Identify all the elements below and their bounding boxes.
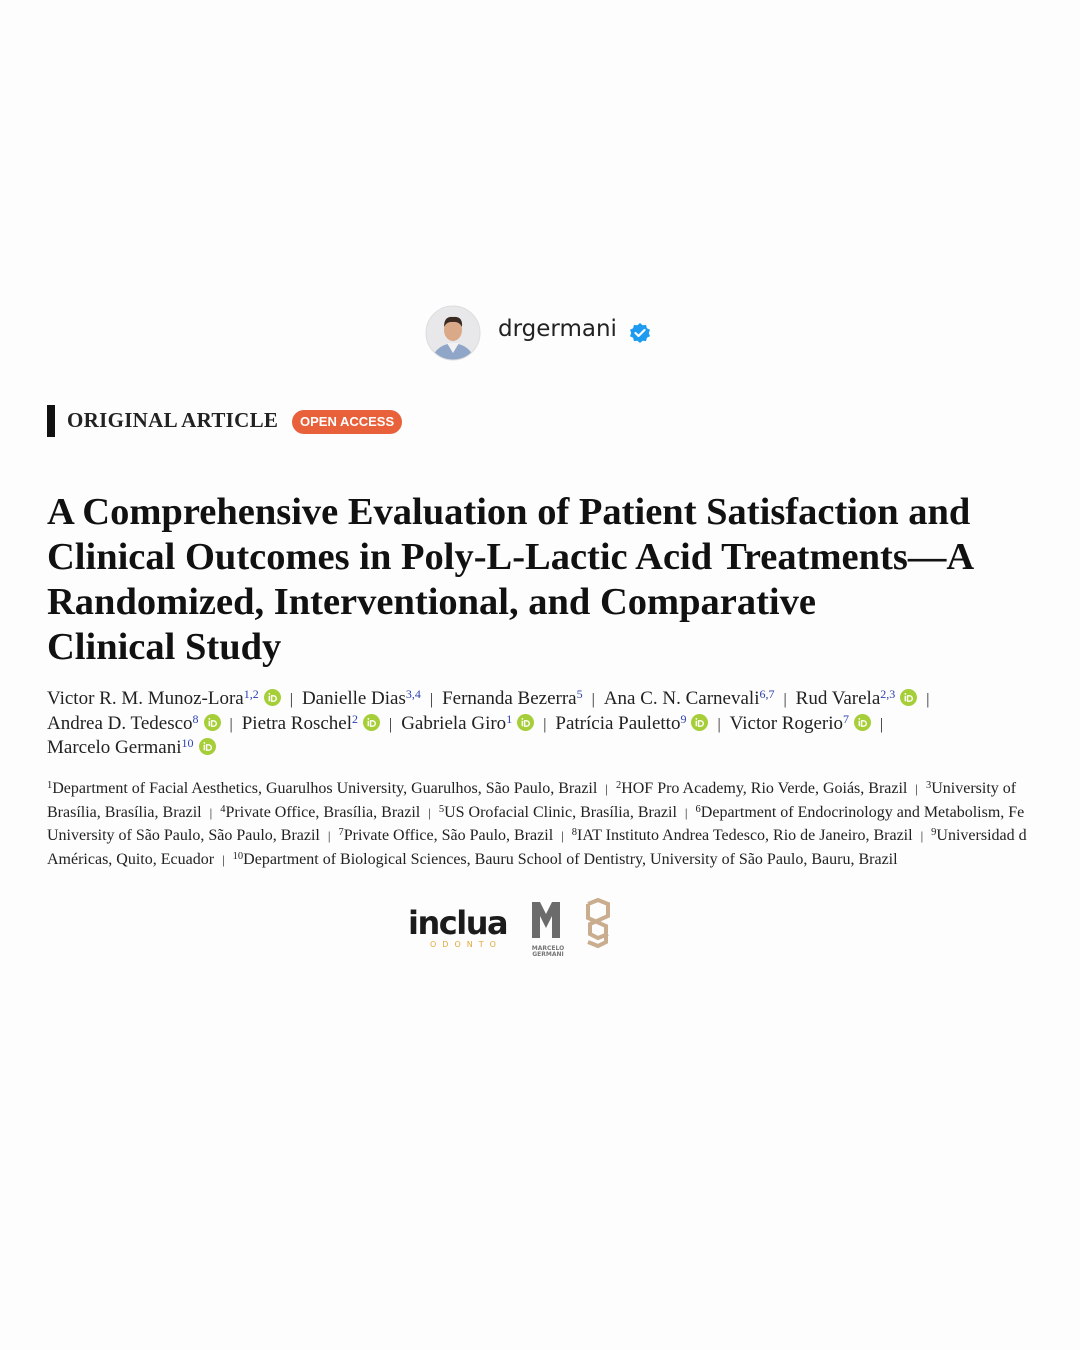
affiliation-line: 1Department of Facial Aesthetics, Guarul… xyxy=(47,777,1080,801)
author-name: Ana C. N. Carnevali xyxy=(603,688,760,709)
orcid-icon[interactable] xyxy=(900,689,918,706)
author-affiliation-ref: 1 xyxy=(506,711,513,726)
separator: | xyxy=(717,715,721,733)
affiliation-number: 8 xyxy=(571,827,578,838)
author-name: Gabriela Giro xyxy=(401,712,507,734)
affiliation-line: Américas, Quito, Ecuador | 10Department of… xyxy=(47,848,1080,872)
author-name: Danielle Dias xyxy=(301,688,406,709)
separator: | xyxy=(783,691,787,708)
title-line: Clinical Outcomes in Poly-L-Lactic Acid … xyxy=(47,536,975,578)
author-name: Victor Rogerio xyxy=(729,712,844,734)
orcid-icon[interactable] xyxy=(854,713,872,731)
separator: | xyxy=(915,781,918,796)
affiliation-text: Brasília, Brasília, Brazil xyxy=(47,803,202,821)
affiliation-number: 10 xyxy=(232,850,244,862)
separator: | xyxy=(684,804,688,820)
separator: | xyxy=(209,804,213,820)
author-affiliation-ref: 1,2 xyxy=(243,687,259,701)
affiliation-list: 1Department of Facial Aesthetics, Guarul… xyxy=(47,777,1080,871)
orcid-icon[interactable] xyxy=(263,689,281,706)
separator: | xyxy=(428,804,431,820)
title-line: Randomized, Interventional, and Comparat… xyxy=(47,581,816,623)
separator: | xyxy=(591,691,595,708)
affiliation-text: Private Office, Brasília, Brazil xyxy=(225,803,421,821)
affiliation-text: HOF Pro Academy, Rio Verde, Goiás, Brazi… xyxy=(621,780,908,797)
author-affiliation-ref: 7 xyxy=(843,711,850,726)
separator: | xyxy=(920,828,924,843)
affiliation-number: 3 xyxy=(925,780,932,791)
orcid-icon[interactable] xyxy=(363,713,380,731)
affiliation-number: 7 xyxy=(338,827,344,838)
article-title: A Comprehensive Evaluation of Patient Sa… xyxy=(47,490,1067,670)
affiliation-text: Private Office, São Paulo, Brazil xyxy=(343,827,554,844)
title-line: Clinical Study xyxy=(47,626,282,668)
partner-logo-marks xyxy=(532,898,610,949)
separator: | xyxy=(543,715,547,733)
author-affiliation-ref: 9 xyxy=(680,711,687,726)
author-name: Fernanda Bezerra xyxy=(442,688,577,709)
affiliation-number: 2 xyxy=(615,780,622,791)
affiliation-number: 9 xyxy=(931,827,937,838)
username[interactable]: drgermani xyxy=(498,316,617,342)
affiliation-number: 6 xyxy=(695,803,701,815)
affiliation-number: 1 xyxy=(47,780,53,791)
orcid-icon[interactable] xyxy=(203,713,221,731)
author-affiliation-ref: 2,3 xyxy=(880,687,896,701)
affiliation-text: Universidad d xyxy=(936,827,1027,844)
separator: | xyxy=(229,715,233,733)
affiliations-viewport: 1Department of Facial Aesthetics, Guarul… xyxy=(47,777,1080,871)
affiliation-text: Américas, Quito, Ecuador xyxy=(47,850,215,868)
affiliation-text: University of São Paulo, São Paulo, Braz… xyxy=(47,827,320,844)
affiliation-number: 5 xyxy=(438,803,445,815)
author-affiliation-ref: 10 xyxy=(181,736,194,750)
separator: | xyxy=(561,828,564,843)
separator: | xyxy=(880,715,884,733)
separator: | xyxy=(389,715,393,733)
author-name: Andrea D. Tedesco xyxy=(47,712,193,734)
affiliation-text: US Orofacial Clinic, Brasília, Brazil xyxy=(444,803,677,821)
author-name: Victor R. M. Munoz-Lora xyxy=(47,688,244,709)
author-name: Marcelo Germani xyxy=(47,737,182,758)
affiliation-text: IAT Instituto Andrea Tedesco, Rio de Jan… xyxy=(577,827,913,844)
author-name: Pietra Roschel xyxy=(241,712,352,734)
logo-inclua: inclua xyxy=(408,904,509,942)
author-affiliation-ref: 2 xyxy=(352,711,358,726)
label-bar xyxy=(47,405,55,437)
author-name: Patrícia Pauletto xyxy=(555,712,681,734)
avatar[interactable] xyxy=(425,305,481,361)
logo-mg: GERMANI xyxy=(532,951,564,958)
separator: | xyxy=(327,828,331,843)
affiliation-text: Department of Biological Sciences, Bauru… xyxy=(243,850,898,868)
author-affiliation-ref: 8 xyxy=(192,711,199,726)
logo-mg: MARCELO xyxy=(531,945,565,952)
author-line: Andrea D. Tedesco8 | Pietra Roschel2 | Gabri… xyxy=(47,712,938,737)
separator: | xyxy=(289,691,293,708)
affiliation-line: Brasília, Brasília, Brazil | 4Private Offi… xyxy=(47,801,1080,825)
affiliation-line: University of São Paulo, São Paulo, Braz… xyxy=(47,824,1080,848)
author-line: Victor R. M. Munoz-Lora1,2 | Danielle Dias… xyxy=(47,687,938,712)
author-affiliation-ref: 6,7 xyxy=(759,687,775,701)
verified-badge xyxy=(630,323,650,343)
orcid-icon[interactable] xyxy=(517,713,535,731)
article-type: ORIGINAL ARTICLE xyxy=(67,408,279,432)
orcid-icon[interactable] xyxy=(198,738,216,755)
logo-inclua-sub: ODONTO xyxy=(430,940,502,949)
author-affiliation-ref: 5 xyxy=(576,687,583,701)
separator: | xyxy=(605,781,608,796)
affiliation-text: Department of Endocrinology and Metaboli… xyxy=(700,803,1025,821)
separator: | xyxy=(222,851,225,867)
author-list: Victor R. M. Munoz-Lora1,2 | Danielle Dias… xyxy=(47,687,938,760)
affiliation-number: 4 xyxy=(220,803,226,815)
separator: | xyxy=(926,691,930,708)
affiliation-text: Department of Facial Aesthetics, Guarulh… xyxy=(52,780,598,797)
author-affiliation-ref: 3,4 xyxy=(405,687,421,701)
separator: | xyxy=(429,691,434,708)
author-name: Rud Varela xyxy=(795,688,881,709)
affiliation-text: University of xyxy=(931,780,1017,797)
title-line: A Comprehensive Evaluation of Patient Sa… xyxy=(47,491,971,533)
open-access-badge: OPEN ACCESS xyxy=(292,410,403,434)
author-line: Marcelo Germani10 xyxy=(47,736,938,760)
orcid-icon[interactable] xyxy=(691,713,709,731)
